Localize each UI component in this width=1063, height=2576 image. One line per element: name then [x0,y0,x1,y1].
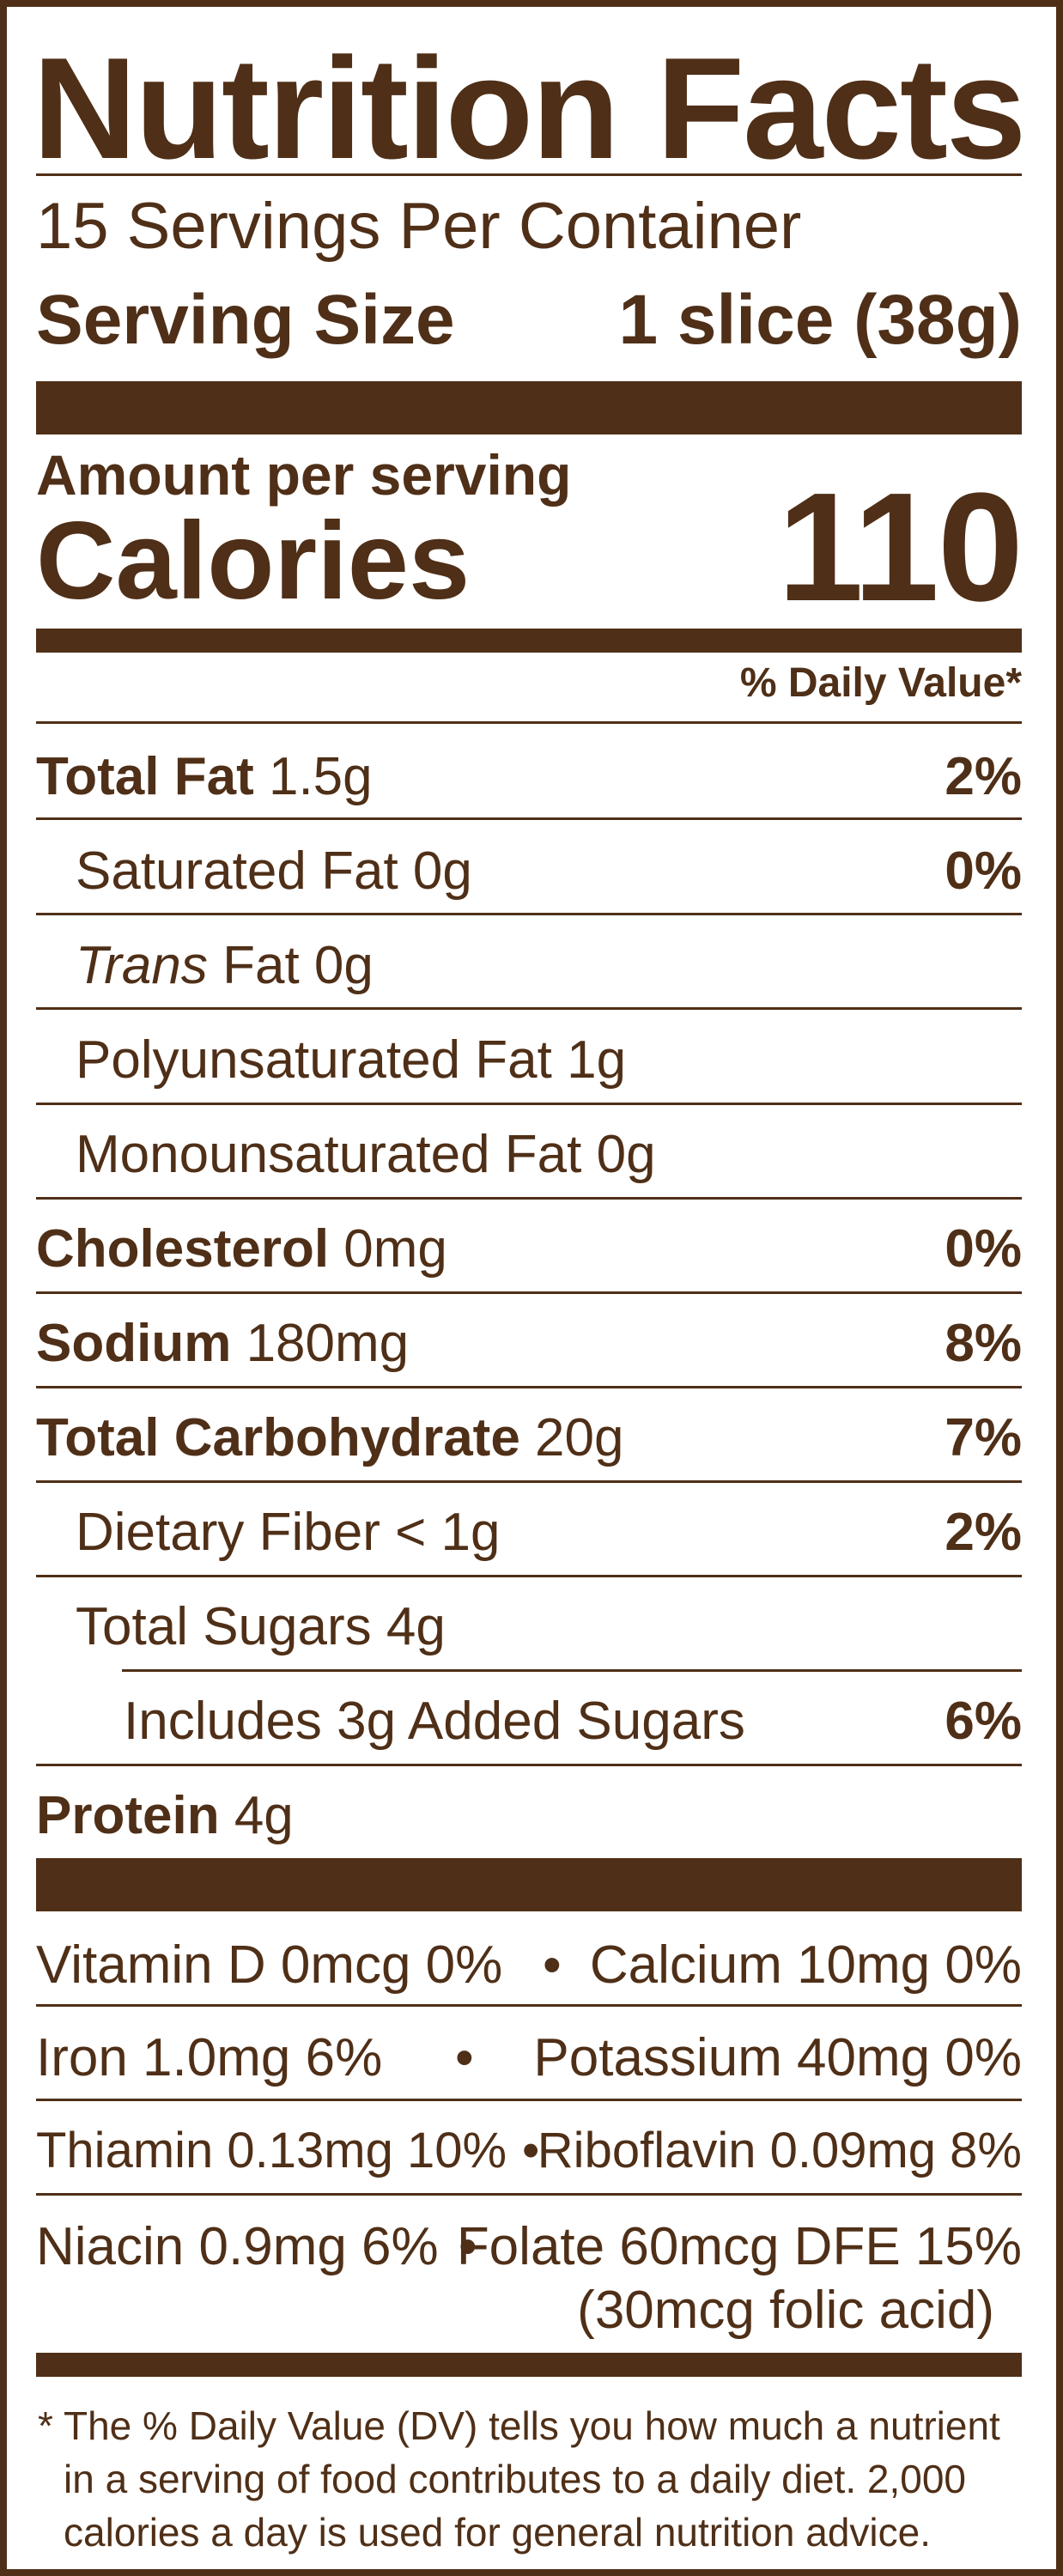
nutrient-dv: 2% [945,1503,1022,1562]
potassium: Potassium 40mg 0% [533,2028,1022,2087]
divider [36,721,1022,724]
footnote-line-1: The % Daily Value (DV) tells you how muc… [64,2403,1000,2448]
nutrient-amount: 4g [234,1786,294,1845]
iron: Iron 1.0mg 6% [36,2028,383,2087]
nutrient-amount: 1.5g [268,747,373,806]
serving-size-value: 1 slice (38g) [618,281,1022,359]
daily-value-header: % Daily Value* [739,660,1022,706]
calcium: Calcium 10mg 0% [589,1935,1022,1995]
divider [36,1103,1022,1105]
nutrient-label: Cholesterol [36,1219,330,1279]
amount-per-serving: Amount per serving [36,443,572,507]
footnote-line-3: calories a day is used for general nutri… [64,2510,932,2555]
footnote-line-2: in a serving of food contributes to a da… [64,2457,966,2501]
nutrient-label: Sodium [36,1314,232,1373]
thick-divider-top [36,381,1022,434]
nutrient-amount: 180mg [246,1314,410,1373]
nutrient-dietary-fiber: Dietary Fiber < 1g [76,1503,501,1562]
divider [36,2004,1022,2007]
nutrient-amount: 20g [535,1408,624,1467]
nutrient-dv: 7% [945,1408,1022,1467]
nutrient-saturated-fat: Saturated Fat 0g [76,841,472,901]
nutrient-dv: 8% [945,1314,1022,1373]
divider [36,1386,1022,1388]
nutrient-cholesterol: Cholesterol 0mg [36,1223,447,1276]
nutrient-label: Protein [36,1786,220,1845]
nutrient-trans-fat: Trans Fat 0g [76,939,374,993]
nutrient-total-fat: Total Fat 1.5g [36,750,373,804]
divider [122,1669,1022,1672]
nutrient-total-sugars: Total Sugars 4g [76,1597,446,1656]
nutrient-label: Total Carbohydrate [36,1408,520,1467]
divider [36,817,1022,820]
calories-value: 110 [777,461,1024,634]
trans-rest: Fat 0g [222,936,374,995]
nutrient-monounsaturated-fat: Monounsaturated Fat 0g [76,1125,656,1184]
vitamin-d: Vitamin D 0mcg 0% [36,1935,503,1995]
title-divider [36,173,1022,176]
bullet-separator: • [459,2217,477,2276]
nutrient-dv: 0% [945,841,1022,901]
nutrient-dv: 0% [945,1219,1022,1279]
thick-divider-calories [36,629,1022,653]
trans-italic: Trans [76,936,208,995]
divider [36,1291,1022,1294]
folate: Folate 60mcg DFE 15% [456,2217,1022,2276]
nutrient-amount: 0mg [343,1219,447,1279]
thick-divider-footnote [36,2353,1022,2377]
footnote-asterisk: * [38,2403,53,2448]
nutrient-dv: 2% [945,747,1022,806]
nutrient-dv: 6% [945,1692,1022,1751]
folic-acid-note: (30mcg folic acid) [577,2281,994,2340]
calories-label: Calories [36,500,471,623]
riboflavin: Riboflavin 0.09mg 8% [537,2123,1022,2178]
nutrient-sodium: Sodium 180mg [36,1317,409,1370]
nutrient-polyunsaturated-fat: Polyunsaturated Fat 1g [76,1030,627,1090]
bullet-separator: • [522,2123,540,2178]
thick-divider-vitamins [36,1858,1022,1911]
divider [36,1764,1022,1766]
divider [36,913,1022,915]
nutrient-label: Total Fat [36,747,254,806]
nutrient-added-sugars: Includes 3g Added Sugars [124,1692,745,1751]
label-title: Nutrition Facts [33,27,1026,189]
divider [36,1007,1022,1010]
bullet-separator: • [455,2028,474,2087]
divider [36,1480,1022,1483]
divider [36,1575,1022,1577]
divider [36,2099,1022,2101]
servings-per-container: 15 Servings Per Container [36,190,802,263]
divider [36,1197,1022,1200]
thiamin: Thiamin 0.13mg 10% [36,2123,507,2178]
divider [36,2193,1022,2196]
bullet-separator: • [543,1935,562,1995]
serving-size-label: Serving Size [36,281,455,359]
niacin: Niacin 0.9mg 6% [36,2217,439,2276]
nutrient-protein: Protein 4g [36,1789,294,1843]
nutrient-total-carbohydrate: Total Carbohydrate 20g [36,1412,624,1465]
